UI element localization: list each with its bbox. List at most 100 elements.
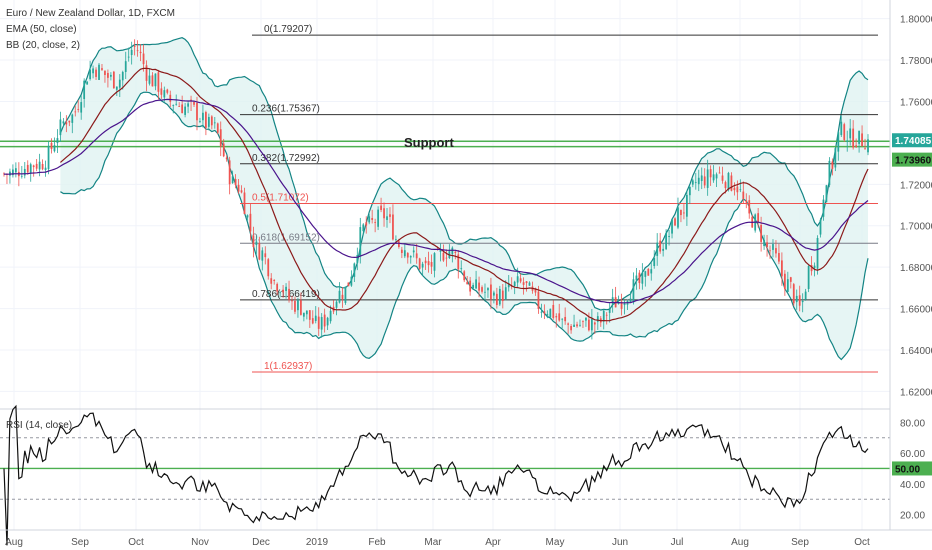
candle-body: [400, 249, 403, 254]
candle-body: [475, 279, 477, 289]
candle-body: [267, 259, 270, 277]
candle-body: [115, 86, 118, 90]
candle-body: [685, 194, 688, 217]
time-tick-label: Oct: [128, 537, 144, 548]
candle-body: [395, 239, 397, 241]
candle-body: [552, 304, 555, 318]
fib-label: 0.5(1.71072): [252, 193, 309, 204]
bb-basis-line: [60, 67, 869, 322]
candle-body: [775, 248, 777, 254]
candle-body: [196, 102, 198, 121]
candle-body: [80, 102, 83, 113]
candle-body: [291, 300, 293, 302]
rsi-tick-label: 40.00: [900, 480, 925, 491]
candle-body: [216, 123, 219, 133]
candle-body: [671, 219, 673, 234]
candle-body: [347, 282, 350, 287]
candle-body: [712, 174, 715, 181]
candle-body: [279, 292, 282, 294]
time-tick-label: May: [546, 537, 565, 548]
candle-body: [56, 138, 59, 144]
candle-body: [555, 316, 558, 318]
candle-body: [297, 300, 299, 311]
rsi-tick-label: 60.00: [900, 449, 925, 460]
fib-label: 0.236(1.75367): [252, 104, 320, 115]
candle-body: [53, 145, 56, 152]
price-tick-label: 1.62000: [900, 387, 932, 398]
price-tick-label: 1.78000: [900, 56, 932, 67]
candle-body: [92, 68, 94, 74]
candle-body: [365, 222, 368, 226]
candle-body: [222, 143, 225, 157]
candle-body: [406, 253, 409, 258]
candle-body: [620, 301, 623, 309]
candle-body: [478, 282, 480, 291]
candle-body: [840, 121, 843, 136]
candle-body: [493, 292, 495, 296]
candle-body: [202, 112, 204, 121]
candle-body: [786, 279, 789, 292]
candle-body: [151, 75, 154, 87]
candle-body: [831, 161, 834, 169]
candle-body: [130, 49, 133, 56]
candle-body: [697, 177, 700, 185]
price-tick-label: 1.64000: [900, 346, 932, 357]
candle-body: [219, 129, 222, 147]
candle-body: [300, 300, 302, 315]
bb-fill: [60, 37, 869, 360]
candle-body: [807, 266, 810, 289]
candle-body: [579, 324, 581, 326]
candle-body: [638, 272, 641, 284]
candle-body: [825, 185, 828, 203]
candle-body: [181, 104, 184, 114]
candle-body: [237, 184, 240, 192]
candle-body: [205, 112, 207, 128]
candle-body: [540, 311, 543, 313]
candle-body: [368, 216, 371, 223]
candle-body: [412, 250, 415, 253]
candle-body: [451, 247, 454, 254]
candle-body: [668, 236, 670, 238]
candle-body: [507, 283, 510, 288]
ema-50-line: [3, 98, 869, 304]
candle-body: [495, 293, 498, 306]
time-tick-label: Mar: [424, 537, 442, 548]
candle-body: [644, 271, 647, 277]
candle-body: [3, 173, 5, 175]
candle-body: [14, 168, 17, 173]
candle-body: [849, 128, 852, 139]
candle-body: [641, 272, 644, 284]
candle-body: [525, 281, 528, 284]
candle-body: [460, 268, 463, 270]
time-tick-label: Sep: [791, 537, 809, 548]
candle-body: [109, 74, 112, 77]
candle-body: [852, 128, 855, 148]
candle-body: [804, 291, 807, 300]
candle-body: [26, 164, 29, 173]
candle-body: [83, 80, 86, 100]
candle-body: [709, 169, 712, 178]
candle-body: [65, 122, 68, 125]
candle-body: [38, 161, 41, 170]
candle-body: [543, 311, 546, 314]
candle-body: [68, 120, 71, 123]
candle-body: [561, 318, 564, 320]
candle-body: [187, 103, 189, 107]
candle-body: [864, 148, 866, 150]
candle-body: [264, 253, 267, 258]
candle-body: [418, 258, 421, 269]
candle-body: [798, 295, 801, 306]
time-tick-label: Jul: [671, 537, 684, 548]
candle-body: [837, 132, 840, 152]
time-tick-label: Feb: [368, 537, 386, 548]
candle-body: [516, 276, 519, 283]
candle-body: [341, 294, 344, 299]
candle-body: [724, 182, 727, 189]
candle-body: [121, 71, 124, 81]
candle-body: [35, 163, 38, 169]
candle-body: [576, 324, 578, 327]
candle-body: [311, 318, 314, 324]
candle-body: [763, 239, 765, 247]
candle-body: [715, 174, 718, 179]
candle-body: [593, 322, 596, 325]
